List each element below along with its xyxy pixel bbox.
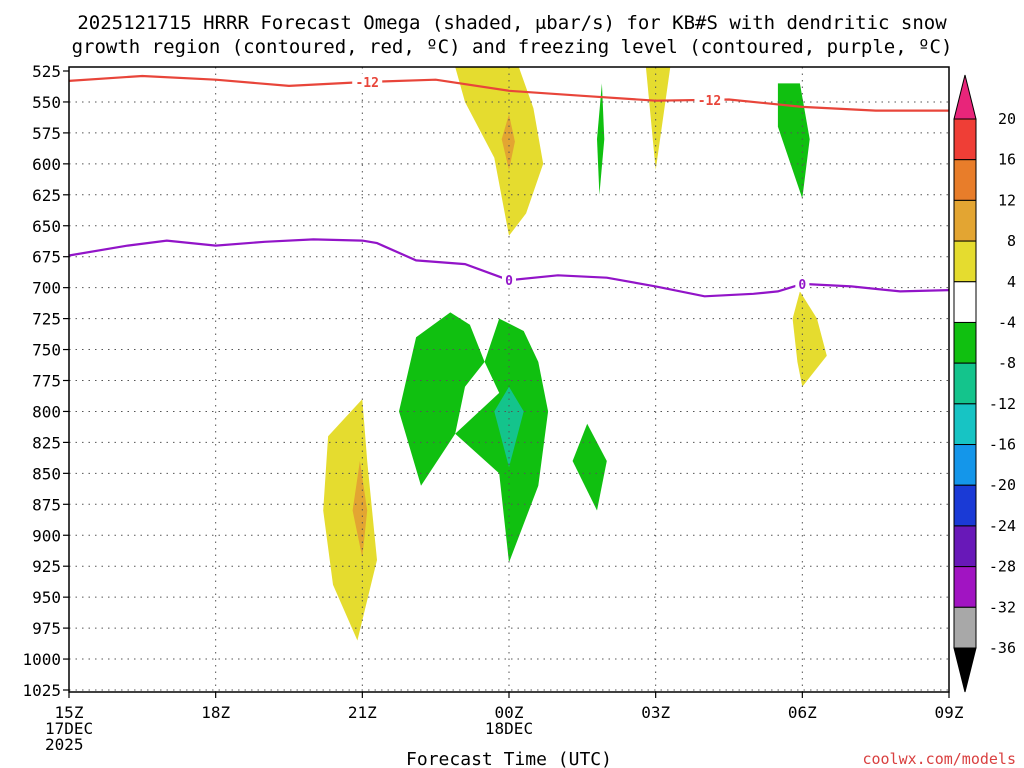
- y-tick-label-575: 575: [32, 124, 61, 143]
- y-tick-label-650: 650: [32, 217, 61, 236]
- x-tick-label-9-1: 18DEC: [485, 719, 533, 738]
- colorbar-label-12: -32: [989, 598, 1016, 616]
- colorbar-label-4: 4: [1007, 273, 1016, 291]
- y-tick-label-775: 775: [32, 372, 61, 391]
- freezing-level-0-label-0: 0: [505, 274, 513, 289]
- x-axis-title: Forecast Time (UTC): [406, 749, 612, 768]
- x-tick-label-3-0: 18Z: [201, 703, 230, 722]
- dendritic-growth-minus12-label-1: -12: [698, 94, 721, 109]
- y-tick-label-975: 975: [32, 619, 61, 638]
- colorbar-label-7: -12: [989, 395, 1016, 413]
- grid-layer: [69, 67, 949, 692]
- x-tick-label-0-2: 2025: [45, 735, 84, 754]
- colorbar-bin-top-triangle: [953, 74, 977, 120]
- colorbar-bin-5: [953, 281, 977, 323]
- colorbar-bin-10: [953, 484, 977, 527]
- colorbar-label-10: -24: [989, 517, 1016, 535]
- omega-neg-4-8-02z: [597, 83, 605, 195]
- y-tick-label-675: 675: [32, 248, 61, 267]
- y-tick-label-750: 750: [32, 341, 61, 360]
- y-tick-label-525: 525: [32, 62, 61, 81]
- y-tick-label-925: 925: [32, 557, 61, 576]
- colorbar-bin-8: [953, 403, 977, 446]
- omega-pos-4-8-05z: [792, 291, 827, 387]
- dendritic-growth-minus12-label-bg-1: [694, 91, 725, 108]
- colorbar-bin-bottom-triangle: [953, 647, 977, 693]
- colorbar-bin-13: [953, 606, 977, 649]
- y-tick-label-950: 950: [32, 588, 61, 607]
- colorbar-label-8: -16: [989, 436, 1016, 454]
- colorbar-bin-1: [953, 118, 977, 161]
- y-tick-label-825: 825: [32, 433, 61, 452]
- colorbar-label-9: -20: [989, 476, 1016, 494]
- y-tick-label-600: 600: [32, 155, 61, 174]
- colorbar-label-3: 8: [1007, 232, 1016, 250]
- omega-pos-4-8-21z: [323, 399, 377, 641]
- omega-shading-layer: [323, 67, 827, 641]
- colorbar-bin-2: [953, 159, 977, 201]
- y-tick-label-850: 850: [32, 464, 61, 483]
- colorbar-label-2: 12: [998, 191, 1016, 209]
- contour-layer: -12 -12 0 0: [68, 73, 950, 298]
- x-tick-label-0-1: 17DEC: [45, 719, 93, 738]
- x-tick-label-9-0: 00Z: [495, 703, 524, 722]
- y-tick-label-550: 550: [32, 93, 61, 112]
- y-tick-label-725: 725: [32, 310, 61, 329]
- omega-pos-8-12-upper-00z: [501, 114, 515, 170]
- dendritic-growth-minus12-label-bg-0: [352, 73, 383, 90]
- colorbar-label-5: -4: [998, 313, 1016, 331]
- y-tick-label-1025: 1025: [22, 681, 61, 700]
- freezing-level-0-label-bg-1: [795, 275, 810, 292]
- omega-pos-4-8-upper-00z: [455, 67, 544, 236]
- colorbar-label-1: 16: [998, 151, 1016, 169]
- colorbar-bin-11: [953, 525, 977, 568]
- colorbar-label-6: -8: [998, 354, 1016, 372]
- chart-title-line-1: 2025121715 HRRR Forecast Omega (shaded, …: [77, 12, 947, 34]
- colorbar-bin-12: [953, 566, 977, 608]
- freezing-level-0-label-bg-0: [502, 272, 516, 289]
- x-tick-label-12-0: 03Z: [641, 703, 670, 722]
- colorbar-bin-6: [953, 321, 977, 364]
- colorbar-bin-3: [953, 199, 977, 242]
- y-tick-label-900: 900: [32, 526, 61, 545]
- y-tick-label-1000: 1000: [22, 650, 61, 669]
- y-tick-label-875: 875: [32, 495, 61, 514]
- x-tick-label-18-0: 09Z: [935, 703, 964, 722]
- freezing-level-0-label-1: 0: [798, 278, 806, 293]
- colorbar-label-11: -28: [989, 558, 1016, 576]
- colorbar: 20 16 12 8 4 -4 -8 -12 -16 -20 -24 -28 -32 -36: [953, 74, 1016, 693]
- y-tick-label-625: 625: [32, 186, 61, 205]
- omega-neg-4-8-0130z: [572, 423, 607, 511]
- colorbar-bin-4: [953, 240, 977, 283]
- omega-neg-4-8-0530z: [777, 83, 810, 199]
- colorbar-bin-7: [953, 362, 977, 405]
- dendritic-growth-minus12-line: [68, 74, 949, 112]
- omega-pos-4-8-03z: [645, 67, 671, 170]
- dendritic-growth-minus12-label-0: -12: [355, 76, 378, 91]
- y-tick-label-800: 800: [32, 402, 61, 421]
- x-tick-label-15-0: 06Z: [788, 703, 817, 722]
- y-axis: 525 550 575 600 625 650 675 700 725 750 775 800 825 8…: [22, 62, 69, 700]
- footer-credit[interactable]: coolwx.com/models: [862, 750, 1016, 768]
- plot-area: -12 -12 0 0: [68, 66, 950, 693]
- omega-neg-4-8-center: [455, 318, 549, 563]
- colorbar-label-0: 20: [998, 110, 1016, 128]
- colorbar-bin-9: [953, 444, 977, 486]
- y-tick-label-700: 700: [32, 279, 61, 298]
- omega-neg-8-12-center: [494, 386, 524, 468]
- x-tick-label-0-0: 15Z: [55, 703, 84, 722]
- chart-title-line-2: growth region (contoured, red, ºC) and f…: [72, 36, 953, 58]
- omega-pos-8-12-21z: [352, 461, 368, 558]
- x-tick-label-6-0: 21Z: [348, 703, 377, 722]
- colorbar-label-13: -36: [989, 639, 1016, 657]
